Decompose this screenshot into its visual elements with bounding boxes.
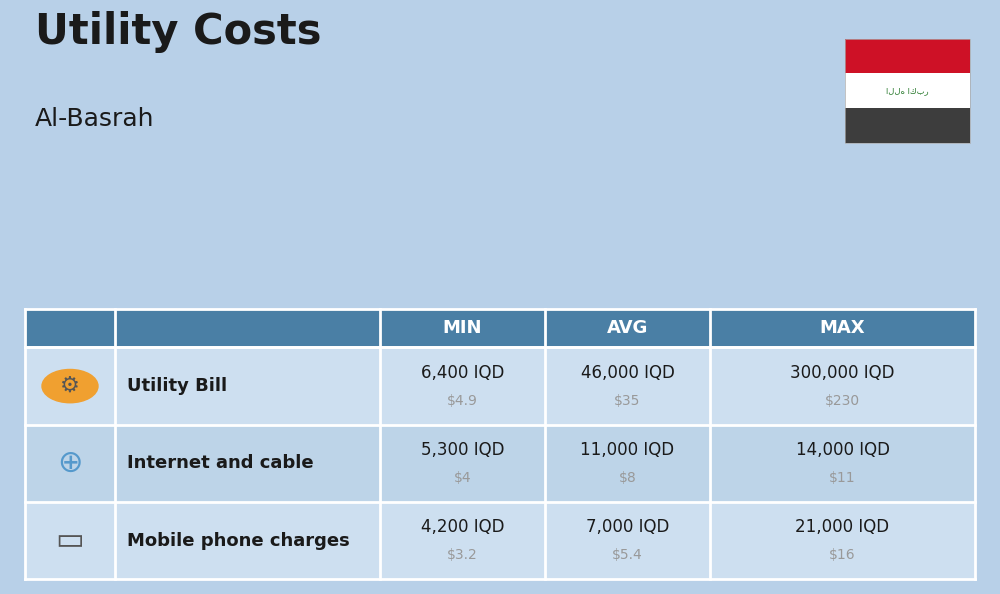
Text: $4.9: $4.9 — [447, 394, 478, 408]
Bar — [845, 39, 970, 143]
Text: 7,000 IQD: 7,000 IQD — [586, 519, 669, 536]
Bar — [845, 39, 970, 73]
Text: Utility Costs: Utility Costs — [35, 11, 322, 53]
Text: 11,000 IQD: 11,000 IQD — [580, 441, 675, 459]
Text: $16: $16 — [829, 548, 856, 563]
Bar — [25, 309, 975, 579]
Text: 21,000 IQD: 21,000 IQD — [795, 519, 890, 536]
Bar — [25, 425, 975, 502]
Bar — [845, 108, 970, 143]
Text: $11: $11 — [829, 471, 856, 485]
Circle shape — [42, 369, 98, 403]
Text: ⊕: ⊕ — [57, 449, 83, 478]
Bar — [25, 309, 975, 347]
Text: 6,400 IQD: 6,400 IQD — [421, 364, 504, 382]
Text: Internet and cable: Internet and cable — [127, 454, 314, 472]
Text: $8: $8 — [619, 471, 636, 485]
Text: $4: $4 — [454, 471, 471, 485]
Bar — [845, 73, 970, 108]
Text: 14,000 IQD: 14,000 IQD — [796, 441, 890, 459]
Text: $35: $35 — [614, 394, 641, 408]
Text: 4,200 IQD: 4,200 IQD — [421, 519, 504, 536]
Text: ⚙: ⚙ — [60, 376, 80, 396]
Text: الله اكبر: الله اكبر — [886, 86, 929, 95]
Text: AVG: AVG — [607, 319, 648, 337]
Text: 300,000 IQD: 300,000 IQD — [790, 364, 895, 382]
Text: 5,300 IQD: 5,300 IQD — [421, 441, 504, 459]
Text: MIN: MIN — [443, 319, 482, 337]
Text: Mobile phone charges: Mobile phone charges — [127, 532, 350, 549]
Text: $5.4: $5.4 — [612, 548, 643, 563]
Bar — [25, 347, 975, 425]
Text: Utility Bill: Utility Bill — [127, 377, 227, 395]
Bar — [25, 502, 975, 579]
Text: 46,000 IQD: 46,000 IQD — [581, 364, 674, 382]
Text: Al-Basrah: Al-Basrah — [35, 107, 154, 131]
Text: $230: $230 — [825, 394, 860, 408]
Text: ▭: ▭ — [56, 526, 84, 555]
Text: MAX: MAX — [820, 319, 865, 337]
Text: $3.2: $3.2 — [447, 548, 478, 563]
